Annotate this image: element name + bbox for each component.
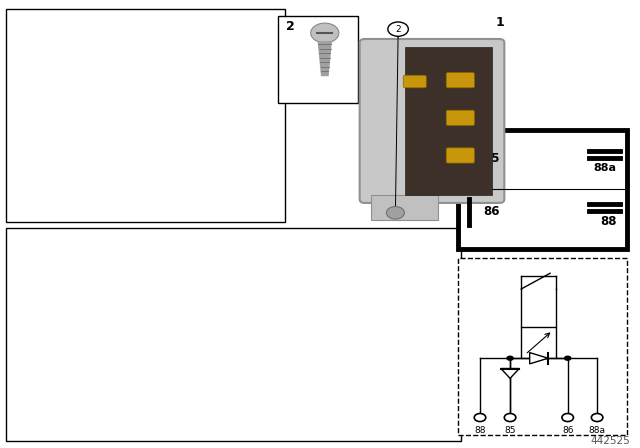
Circle shape [504, 414, 516, 422]
FancyBboxPatch shape [446, 73, 474, 88]
Text: 88: 88 [600, 215, 616, 228]
Text: ⓑ: ⓑ [392, 25, 397, 34]
Text: 85: 85 [504, 426, 516, 435]
Circle shape [564, 356, 572, 361]
Circle shape [388, 22, 408, 36]
Circle shape [591, 414, 603, 422]
Bar [405, 47, 493, 195]
Bar [521, 327, 557, 358]
Polygon shape [319, 42, 332, 76]
Bar [458, 130, 627, 249]
Bar [458, 258, 627, 435]
Polygon shape [530, 353, 548, 364]
FancyBboxPatch shape [446, 110, 474, 125]
Text: 86: 86 [562, 426, 573, 435]
Text: 442525: 442525 [591, 436, 630, 446]
Circle shape [311, 23, 339, 43]
Bar [371, 195, 438, 220]
Text: 88a: 88a [593, 163, 616, 173]
Text: 88: 88 [474, 426, 486, 435]
Text: 86: 86 [483, 205, 500, 218]
Circle shape [562, 414, 573, 422]
Bar [6, 9, 285, 222]
Text: 2: 2 [286, 20, 295, 33]
Text: 88a: 88a [589, 426, 605, 435]
FancyBboxPatch shape [446, 148, 474, 163]
Bar [278, 16, 358, 103]
Text: 2: 2 [396, 25, 401, 34]
Text: 85: 85 [483, 152, 500, 165]
Polygon shape [501, 369, 519, 379]
FancyBboxPatch shape [403, 75, 426, 88]
Circle shape [474, 414, 486, 422]
Circle shape [506, 356, 514, 361]
Circle shape [387, 207, 404, 219]
FancyBboxPatch shape [360, 39, 504, 203]
Text: 1: 1 [496, 16, 505, 29]
Bar [6, 228, 461, 441]
